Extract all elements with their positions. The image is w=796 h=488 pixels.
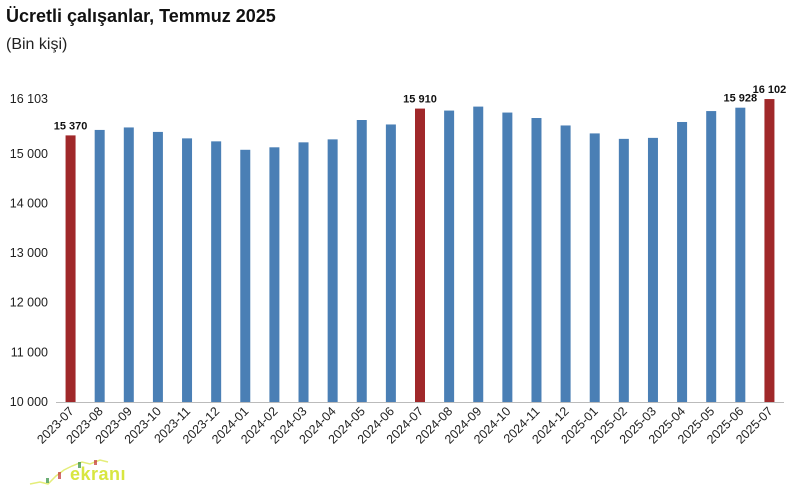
bar-2023-10 [152, 131, 163, 402]
bar-2025-01 [589, 133, 600, 402]
bar-2023-09 [123, 127, 134, 402]
bar-2023-07 [65, 135, 76, 402]
bar-2024-04 [327, 139, 338, 402]
bar-2025-04 [677, 121, 688, 403]
y-tick-label: 16 103 [10, 92, 48, 106]
bar-2025-05 [706, 111, 717, 402]
y-tick-label: 12 000 [10, 296, 48, 310]
bar-2024-01 [240, 149, 251, 402]
y-tick-label: 11 000 [11, 345, 48, 359]
bar-2023-12 [211, 141, 222, 403]
y-tick-label: 15 000 [10, 147, 48, 161]
bar-2024-08 [444, 110, 455, 402]
bar-2023-11 [182, 138, 193, 402]
bar-2025-07 [764, 99, 775, 402]
bar-2024-07 [415, 108, 425, 403]
watermark-text: ekranı [70, 464, 127, 484]
chart-subtitle: (Bin kişi) [6, 36, 68, 53]
bar-2024-10 [502, 112, 513, 402]
bar-2024-05 [356, 120, 367, 403]
bar-2025-06 [735, 107, 746, 402]
ekrani-logo-icon [29, 459, 109, 485]
data-label: 15 370 [54, 120, 88, 132]
bar-2025-02 [618, 138, 629, 402]
chart-title: Ücretli çalışanlar, Temmuz 2025 [6, 6, 276, 26]
y-tick-label: 10 000 [10, 395, 48, 409]
bar-2024-02 [269, 147, 280, 402]
bar-2025-03 [647, 137, 658, 403]
data-label: 15 928 [723, 93, 757, 105]
bar-2024-06 [385, 124, 396, 403]
data-label: 15 910 [403, 94, 437, 106]
bar-2024-12 [560, 125, 571, 403]
y-tick-label: 14 000 [10, 196, 48, 210]
bar-2023-08 [94, 129, 105, 402]
bar-2024-03 [298, 142, 309, 402]
data-label: 16 102 [753, 84, 787, 96]
bar-2024-09 [473, 106, 484, 402]
y-tick-label: 13 000 [10, 246, 48, 260]
bar-2024-11 [531, 118, 542, 402]
